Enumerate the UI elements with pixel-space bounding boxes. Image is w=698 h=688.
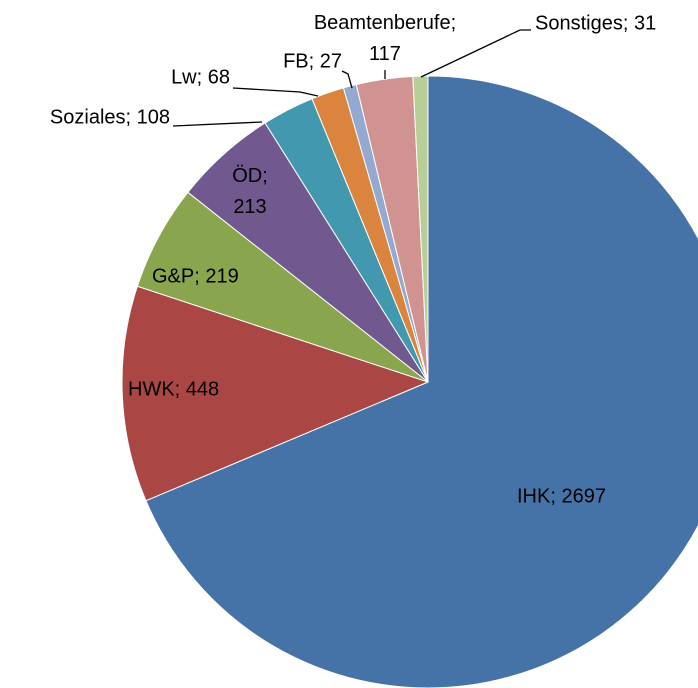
data-label: HWK; 448 [128,378,219,400]
leader-line [420,29,531,78]
leader-line [232,87,319,97]
data-label-line: ÖD; [232,165,268,187]
data-label: FB; 27 [283,50,342,72]
leader-line [172,121,263,127]
pie-slice [121,285,430,502]
data-label: G&P; 219 [152,265,239,287]
data-label: Soziales; 108 [50,106,170,128]
data-label: Lw; 68 [171,66,230,88]
data-label: ÖD; 213 [232,165,268,218]
data-label-line: 117 [369,43,401,65]
data-label-line: 213 [233,196,266,218]
pie-slice [145,75,698,688]
leader-line [341,70,353,89]
data-label: IHK; 2697 [517,485,606,507]
pie-slice [412,75,429,383]
data-label: Sonstiges; 31 [535,12,656,34]
data-label-line: Beamtenberufe; [314,12,456,34]
data-label: Beamtenberufe; 117 [314,12,456,65]
